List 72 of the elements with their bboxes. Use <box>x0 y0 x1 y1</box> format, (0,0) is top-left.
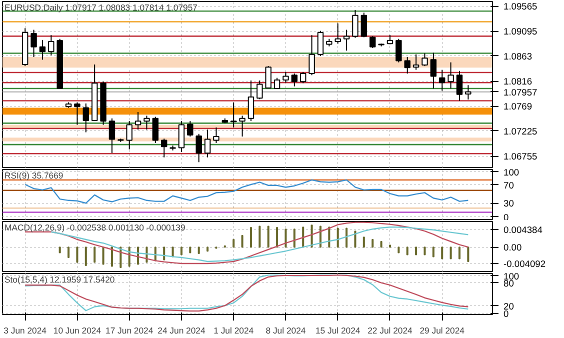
x-tick-label: 29 Jul 2024 <box>420 326 465 336</box>
chart-title: EURUSD,Daily 1.07917 1.08083 1.07814 1.07957 <box>4 2 198 12</box>
candlestick <box>196 133 202 163</box>
candlestick <box>291 73 298 87</box>
y-tick-label: 20 <box>504 301 514 312</box>
candlestick <box>430 52 437 90</box>
x-tick-label: 1 Jul 2024 <box>214 326 254 336</box>
chart-title: Sto(15,5,4) 12.1959 17.5420 <box>4 274 115 284</box>
x-tick-label: 3 Jun 2024 <box>4 326 47 336</box>
y-tick-label: 1.06755 <box>504 152 538 162</box>
chart-title: MACD(12,26,9) -0.002538 0.001130 -0.000139 <box>4 222 186 232</box>
candlestick <box>448 62 454 90</box>
y-tick-label: 0 <box>504 309 509 320</box>
ref-line-label: 1.07957 <box>504 87 538 98</box>
y-tick-label: 1.0816 <box>504 76 532 87</box>
x-tick-label: 24 Jun 2024 <box>158 326 206 336</box>
candlestick <box>334 22 341 44</box>
candlestick <box>317 30 324 56</box>
y-tick-label: 0.00 <box>504 242 522 253</box>
x-tick-label: 22 Jul 2024 <box>368 326 413 336</box>
candlestick <box>352 10 358 38</box>
y-tick-label: 1.0769 <box>504 102 532 112</box>
candlestick <box>282 71 289 84</box>
candlestick <box>300 71 306 84</box>
candlestick <box>412 54 420 70</box>
y-tick-label: 70 <box>504 180 514 190</box>
candlestick <box>308 34 315 76</box>
candlestick <box>134 111 142 130</box>
x-tick-label: 15 Jul 2024 <box>315 326 360 336</box>
candlestick <box>465 84 472 100</box>
candlestick <box>343 29 350 52</box>
candlestick <box>178 120 185 153</box>
candlestick <box>160 138 168 158</box>
y-tick-label: 1.0863 <box>504 51 532 62</box>
candlestick <box>39 39 46 60</box>
candlestick <box>239 115 246 138</box>
candlestick <box>396 38 402 63</box>
candlestick <box>248 80 254 122</box>
x-tick-label: 17 Jun 2024 <box>106 326 154 336</box>
y-tick-label: 100 <box>504 168 520 178</box>
candlestick <box>144 115 150 130</box>
y-tick-label: -0.004092 <box>504 258 546 269</box>
y-tick-label: 0.004384 <box>504 225 542 236</box>
candlestick <box>213 126 220 144</box>
candlestick <box>152 116 159 144</box>
y-tick-label: 0 <box>504 212 509 222</box>
candlestick <box>74 102 80 126</box>
y-tick-label: 1.09095 <box>504 26 538 37</box>
chart-title: RSI(9) 35.7669 <box>4 170 64 180</box>
candlestick <box>48 34 54 56</box>
candlestick <box>204 129 211 158</box>
candlestick <box>456 70 463 102</box>
candlestick <box>360 12 368 38</box>
candlestick <box>126 120 132 150</box>
candlestick <box>404 56 410 74</box>
candlestick <box>439 69 446 92</box>
x-tick-label: 8 Jul 2024 <box>266 326 306 336</box>
candlestick <box>230 102 237 128</box>
candlestick <box>108 118 116 154</box>
y-tick-label: 1.07225 <box>504 126 538 136</box>
candlestick <box>256 80 263 100</box>
candlestick <box>422 52 428 67</box>
candlestick <box>265 66 272 90</box>
candlestick <box>82 102 90 133</box>
y-tick-label: 1.09565 <box>504 2 538 12</box>
candlestick <box>187 120 194 138</box>
candlestick <box>274 77 280 90</box>
y-tick-label: 30 <box>504 198 514 209</box>
line-series <box>24 179 469 204</box>
x-tick-label: 10 Jun 2024 <box>53 326 102 336</box>
candlestick <box>370 36 376 48</box>
candlestick <box>30 29 37 58</box>
